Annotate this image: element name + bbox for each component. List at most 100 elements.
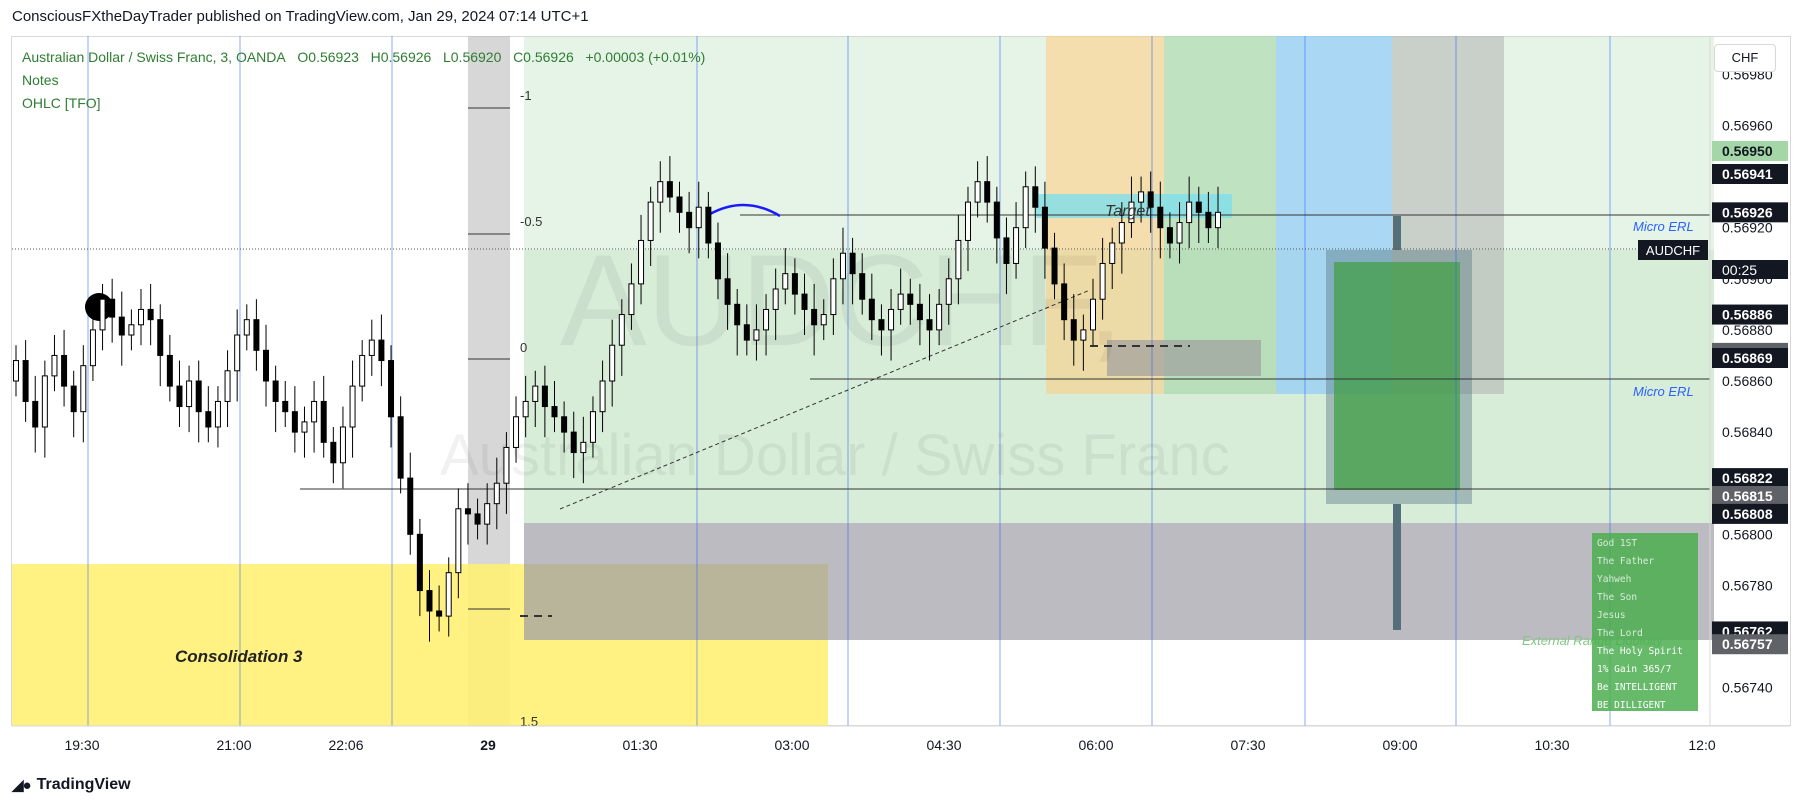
legend-symbol[interactable]: Australian Dollar / Swiss Franc, 3, OAND… (22, 49, 286, 65)
candle-body (263, 349, 270, 382)
price-label: 0.56808 (1722, 506, 1773, 522)
candle-body (753, 329, 760, 341)
candle-body (301, 421, 308, 433)
tradingview-brand[interactable]: ◢● TradingView (12, 776, 131, 794)
candle-body (513, 416, 520, 448)
candle-body (51, 354, 58, 377)
candle-body (195, 380, 202, 413)
candle-body (186, 380, 193, 408)
candle-body (388, 360, 395, 418)
time-tick-label: 06:00 (1078, 737, 1113, 753)
notes-line: Yahweh (1597, 574, 1632, 585)
candle-body (349, 385, 356, 428)
gray-zone-overlap (524, 564, 828, 640)
price-tick-label: 0.56780 (1722, 577, 1773, 593)
candle-body (41, 375, 48, 428)
candle-body (714, 242, 721, 280)
notes-box: God 1ST The Father Yahweh The Son Jesus … (1592, 533, 1698, 711)
candle-body (464, 508, 471, 515)
candle-body (176, 385, 183, 408)
candle-body (503, 446, 510, 484)
candle-body (830, 278, 837, 316)
symbol-tag: AUDCHF (1646, 243, 1700, 258)
candle-body (157, 319, 164, 356)
candle-body (1195, 201, 1202, 213)
candle-body (897, 293, 904, 310)
price-label: 0.56757 (1722, 636, 1773, 652)
candle-body (1109, 242, 1116, 264)
candle-body (734, 303, 741, 326)
candle-body (234, 334, 241, 372)
price-tick-label: 0.56800 (1722, 526, 1773, 542)
time-tick-label: 03:00 (774, 737, 809, 753)
candle-body (609, 344, 616, 382)
notes-line: 1% Gain 365/7 (1597, 664, 1672, 675)
candle-body (474, 513, 481, 525)
candle-body (561, 416, 568, 433)
time-tick-label: 29 (480, 737, 496, 753)
price-label-bg (1712, 141, 1788, 161)
currency-button[interactable]: CHF (1714, 44, 1776, 72)
candle-body (993, 201, 1000, 239)
legend-change: +0.00003 (+0.01%) (585, 49, 706, 65)
countdown: 00:25 (1722, 262, 1757, 278)
candle-body (138, 308, 145, 326)
candle-body (551, 406, 558, 418)
candle-body (1061, 283, 1068, 321)
legend-close: C0.56926 (513, 49, 574, 65)
candle-body (1147, 191, 1154, 208)
candle-body (974, 181, 981, 203)
fib-label-minus05: -0.5 (520, 214, 542, 229)
candle-body (1051, 247, 1058, 285)
time-axis[interactable]: 19:30 21:00 22:06 29 01:30 03:00 04:30 06:00 07:… (64, 737, 1715, 753)
candle-body (599, 380, 606, 413)
candles (13, 156, 1221, 642)
candle-body (311, 400, 318, 423)
price-tick-label: 0.56840 (1722, 424, 1773, 440)
legend-notes[interactable]: Notes (22, 72, 59, 88)
candle-body (676, 196, 683, 213)
price-label-bg (1712, 503, 1788, 524)
candle-body (916, 303, 923, 321)
candle-body (782, 273, 789, 290)
candle-body (1138, 191, 1145, 203)
price-label: 0.56941 (1722, 166, 1773, 182)
candle-body (1003, 237, 1010, 264)
candle-body (1157, 206, 1164, 229)
countdown-bg (1712, 260, 1788, 279)
candle-body (1080, 329, 1087, 341)
fib-label-minus1: -1 (520, 88, 532, 103)
candle-body (493, 482, 500, 505)
target-gray-box (1107, 340, 1261, 376)
candle-body (416, 533, 423, 592)
candle-body (109, 298, 116, 318)
candle-body (820, 314, 827, 326)
legend-low: L0.56920 (442, 49, 502, 65)
candle-body (772, 288, 779, 310)
candle-body (791, 273, 798, 295)
candle-body (13, 360, 19, 382)
price-label: 0.56950 (1722, 143, 1773, 159)
candle-body (243, 319, 250, 336)
time-tick-label: 19:30 (64, 737, 99, 753)
price-label: 0.56815 (1722, 488, 1773, 504)
candle-body (205, 411, 212, 428)
notes-line: Be INTELLIGENT (1597, 682, 1678, 693)
candle-body (849, 252, 856, 275)
notes-line: The Son (1597, 592, 1638, 603)
candle-body (926, 319, 933, 331)
candle-body (888, 308, 895, 331)
legend-high: H0.56926 (370, 49, 432, 65)
candle-body (686, 211, 693, 229)
candle-body (99, 298, 106, 331)
candle-body (1099, 262, 1106, 300)
legend-indicator[interactable]: OHLC [TFO] (22, 95, 101, 111)
notes-line: BE DILLIGENT (1597, 700, 1666, 711)
candle-body (426, 590, 433, 612)
micro-erl-label-bottom: Micro ERL (1633, 384, 1694, 399)
candle-body (541, 385, 548, 408)
price-label-bg (1712, 304, 1788, 325)
notes-line: The Father (1597, 556, 1655, 567)
time-tick-label: 22:06 (328, 737, 363, 753)
